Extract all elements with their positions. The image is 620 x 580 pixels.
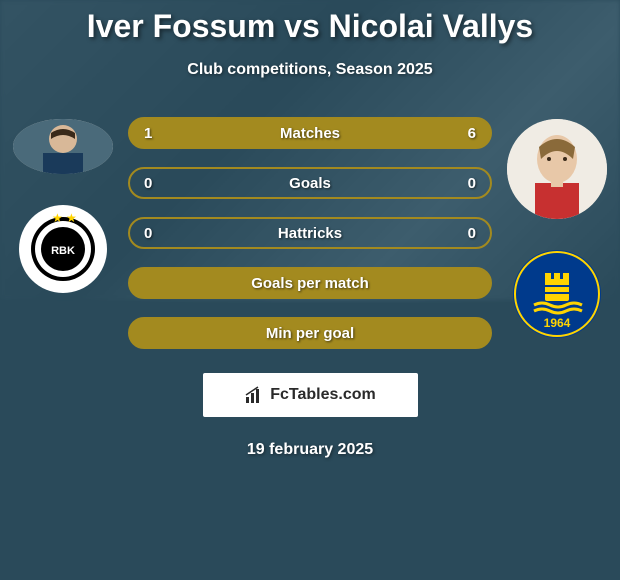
watermark-text: FcTables.com	[270, 386, 376, 404]
stat-row: 0 Hattricks 0	[128, 217, 492, 249]
club-left-badge: RBK ★ ★	[18, 204, 108, 294]
stat-right-value: 6	[456, 125, 476, 142]
svg-text:★: ★	[66, 211, 77, 225]
stat-left-value: 0	[144, 175, 164, 192]
stat-label: Hattricks	[278, 225, 342, 242]
player-left-avatar	[13, 119, 113, 174]
stat-left-value: 1	[144, 125, 164, 142]
main-row: RBK ★ ★ 1 Matches 6 0 Goals 0 0 Hattricks 0 Goals…	[0, 109, 620, 349]
stats-column: 1 Matches 6 0 Goals 0 0 Hattricks 0 Goals per mat…	[118, 117, 502, 349]
stat-left-value: 0	[144, 225, 164, 242]
stat-label: Goals	[289, 175, 331, 192]
club-left-label: RBK	[51, 245, 75, 257]
stat-row: Min per goal	[128, 317, 492, 349]
stat-right-value: 0	[456, 225, 476, 242]
stat-row: Goals per match	[128, 267, 492, 299]
stat-row: 1 Matches 6	[128, 117, 492, 149]
club-right-badge: 1964	[512, 249, 602, 339]
player-right-avatar	[507, 119, 607, 219]
stat-label: Matches	[280, 125, 340, 142]
stat-right-value: 0	[456, 175, 476, 192]
stat-label: Min per goal	[266, 325, 354, 342]
club-right-year: 1964	[544, 316, 571, 330]
watermark-badge: FcTables.com	[203, 373, 418, 417]
content-wrapper: Iver Fossum vs Nicolai Vallys Club compe…	[0, 0, 620, 459]
right-column: 1964	[502, 109, 612, 339]
page-title: Iver Fossum vs Nicolai Vallys	[0, 8, 620, 45]
svg-text:★: ★	[52, 211, 63, 225]
left-column: RBK ★ ★	[8, 109, 118, 294]
chart-icon	[244, 385, 264, 405]
stat-row: 0 Goals 0	[128, 167, 492, 199]
stat-label: Goals per match	[251, 275, 369, 292]
page-subtitle: Club competitions, Season 2025	[0, 61, 620, 79]
date-line: 19 february 2025	[0, 441, 620, 459]
